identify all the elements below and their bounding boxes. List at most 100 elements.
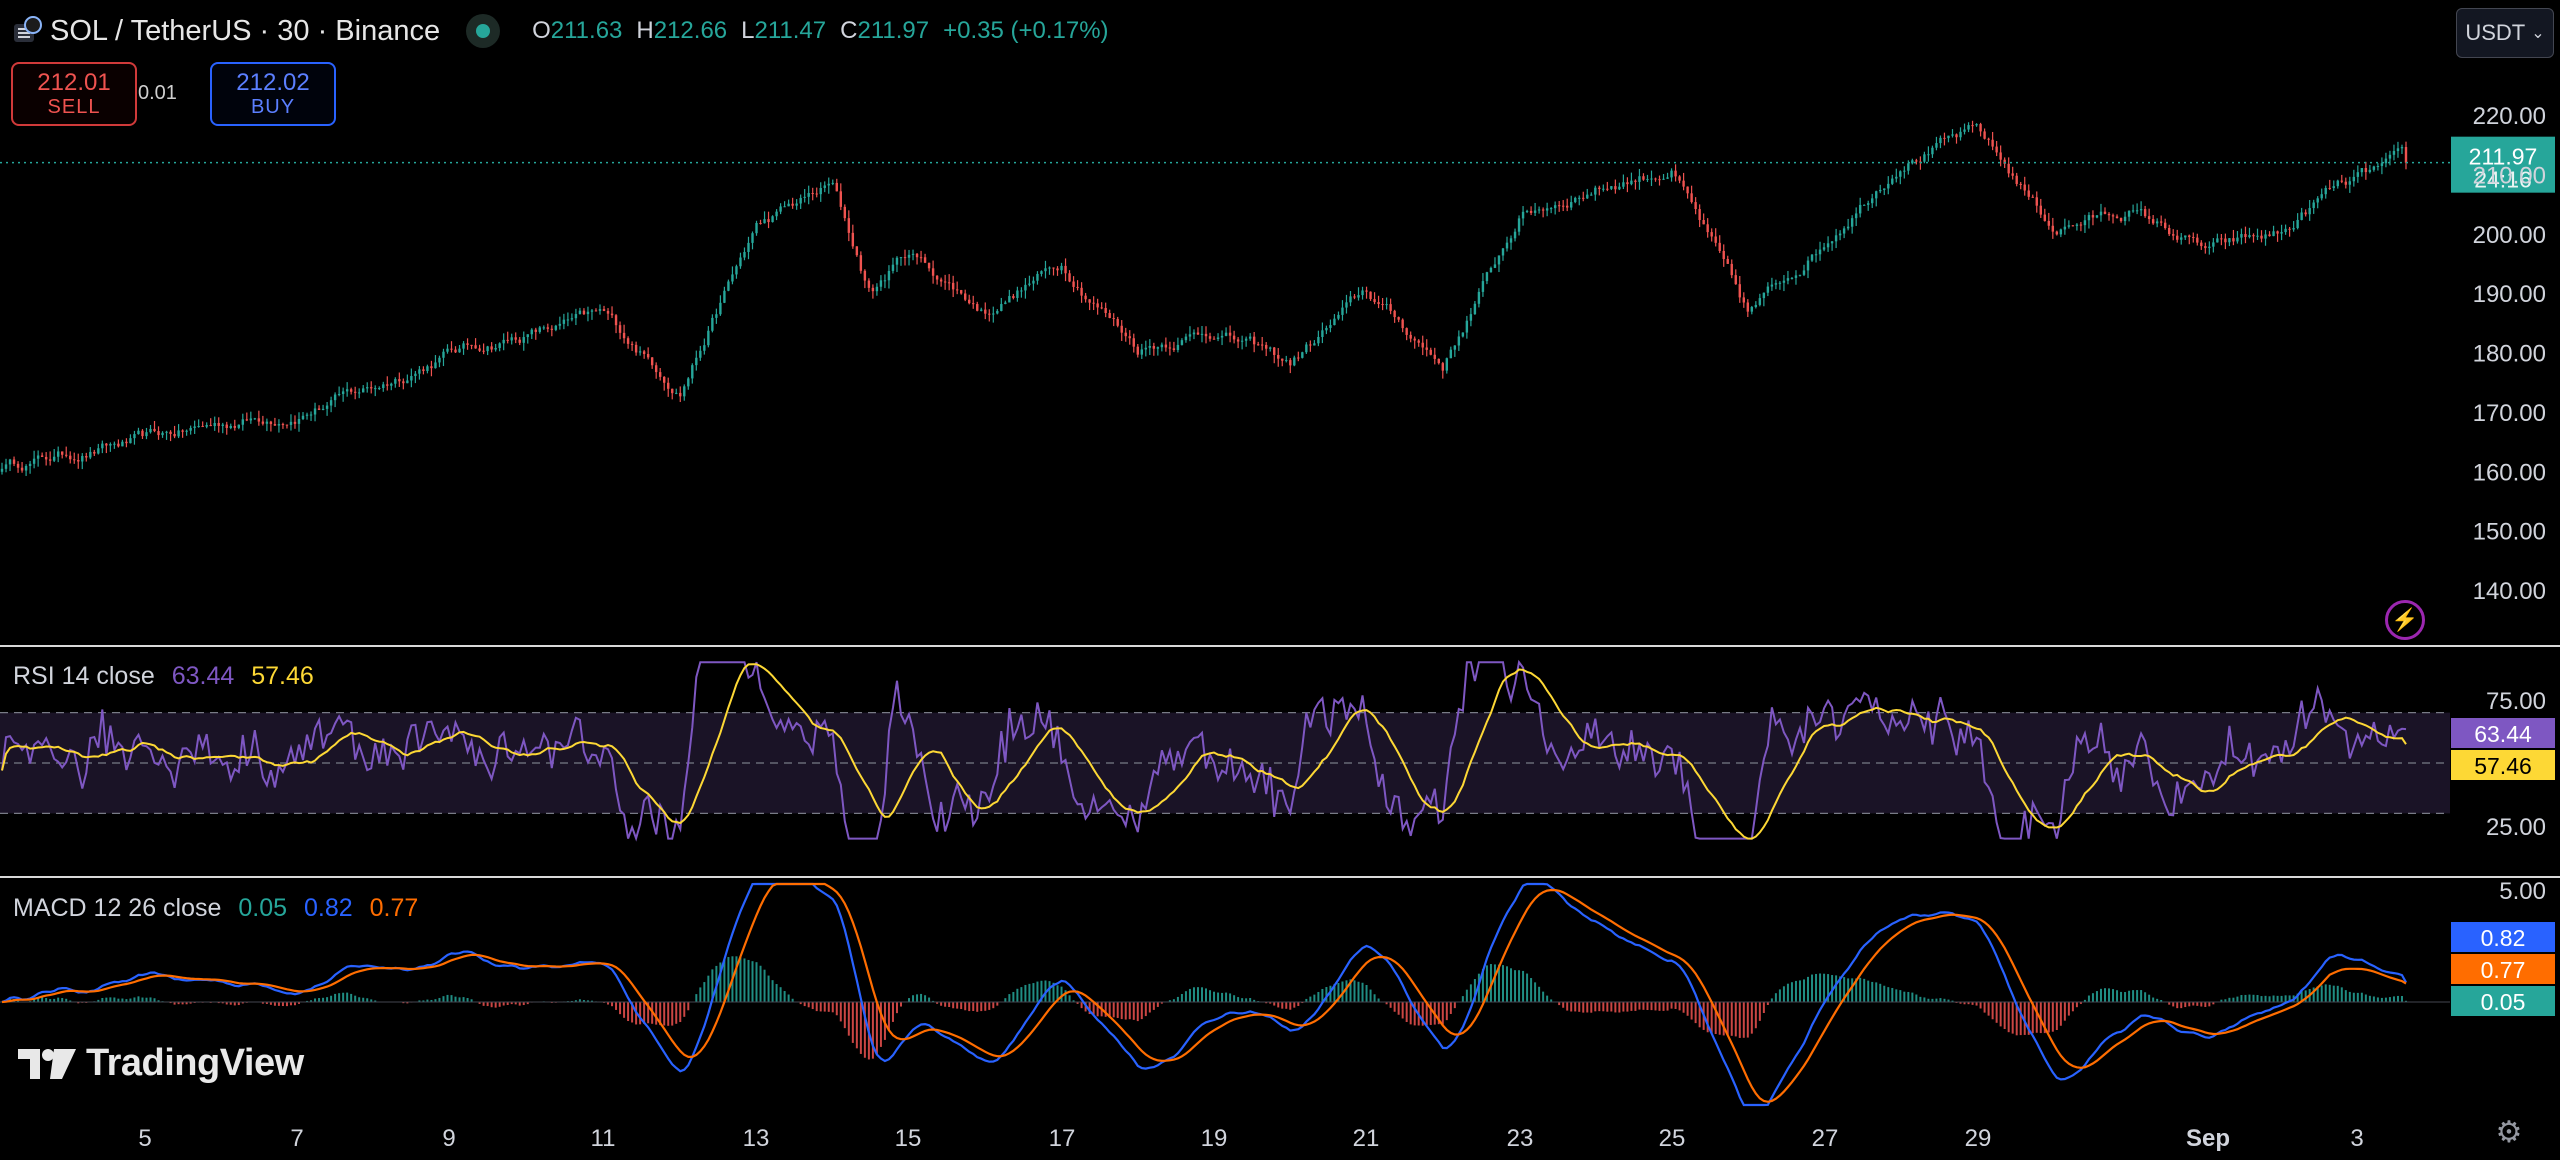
candle-body — [2019, 183, 2022, 185]
symbol-title[interactable]: SOL / TetherUS · 30 · Binance — [50, 14, 441, 47]
rsi-ma-line — [1, 663, 2407, 840]
candle-body — [622, 332, 626, 339]
candle-body — [2192, 237, 2195, 239]
tradingview-logo[interactable]: TradingView — [18, 1042, 304, 1085]
macd-legend[interactable]: MACD 12 26 close 0.05 0.82 0.77 — [13, 894, 428, 923]
candle-body — [1830, 241, 1834, 244]
candle-body — [201, 426, 204, 428]
candle-body — [1806, 260, 1810, 271]
candle-body — [438, 357, 441, 363]
candle-body — [1281, 358, 1284, 361]
y-tick-label: 140.00 — [2473, 578, 2546, 605]
candle-body — [1891, 178, 1894, 184]
lightning-icon[interactable]: ⚡ — [2385, 600, 2425, 640]
gear-icon[interactable]: ⚙ — [2495, 1115, 2523, 1149]
candle-body — [2135, 210, 2139, 212]
candle-body — [1489, 267, 1493, 273]
candle-body — [301, 415, 305, 419]
currency-selector[interactable]: USDT ⌄ — [2456, 8, 2554, 58]
candle-body — [1549, 208, 1553, 210]
candle-body — [1782, 280, 1786, 283]
candle-body — [2015, 175, 2018, 184]
candle-body — [1096, 303, 1099, 308]
buy-button[interactable]: 212.02 BUY — [210, 62, 336, 126]
candle-body — [1128, 336, 1131, 339]
candle-body — [1333, 318, 1336, 326]
candle-body — [2200, 242, 2203, 247]
x-tick-label: 11 — [591, 1125, 616, 1152]
candle-body — [562, 319, 566, 324]
candle-body — [510, 337, 513, 341]
candle-body — [1794, 275, 1798, 278]
candle-body — [1875, 191, 1878, 199]
candle-body — [1433, 354, 1436, 359]
candle-body — [1710, 232, 1713, 237]
candle-body — [1228, 332, 1232, 336]
candle-body — [1955, 134, 1958, 138]
candle-body — [345, 389, 349, 392]
candle-body — [1734, 275, 1737, 285]
candle-body — [618, 325, 622, 333]
candle-body — [1730, 263, 1733, 276]
candle-body — [506, 339, 509, 341]
candle-body — [663, 376, 666, 383]
candle-body — [1818, 249, 1822, 255]
candle-body — [1277, 354, 1280, 359]
candle-body — [2003, 159, 2006, 164]
candle-body — [137, 430, 140, 435]
candle-body — [253, 418, 257, 420]
candle-body — [675, 392, 678, 394]
y-tick-label: 150.00 — [2473, 519, 2546, 546]
candle-body — [40, 455, 44, 457]
candle-body — [2340, 180, 2343, 182]
candle-body — [1899, 171, 1902, 177]
candle-body — [2035, 197, 2038, 206]
candle-body — [353, 391, 357, 393]
candle-body — [1072, 281, 1075, 287]
candle-body — [1000, 304, 1003, 311]
candle-body — [181, 430, 184, 432]
market-status[interactable] — [466, 14, 501, 48]
candle-body — [955, 289, 959, 291]
candle-body — [2256, 235, 2259, 237]
candle-body — [273, 424, 277, 426]
candle-body — [129, 438, 132, 444]
candle-body — [2043, 214, 2046, 221]
candle-body — [1698, 209, 1701, 221]
candle-body — [1931, 147, 1934, 155]
candle-body — [1766, 286, 1770, 293]
candle-body — [1742, 297, 1745, 303]
candle-body — [2007, 163, 2010, 174]
candle-body — [2027, 190, 2030, 197]
candle-body — [1979, 124, 1982, 132]
candle-body — [357, 392, 361, 394]
candle-body — [988, 313, 991, 315]
sell-button[interactable]: 212.01 SELL — [11, 62, 137, 126]
candle-body — [1032, 280, 1035, 284]
candle-body — [1136, 346, 1139, 355]
candle-body — [923, 257, 927, 263]
candle-body — [650, 357, 654, 366]
candle-body — [2272, 231, 2275, 237]
candle-body — [145, 432, 148, 437]
x-tick-label: 21 — [1353, 1125, 1380, 1152]
open-value: 211.63 — [550, 17, 623, 44]
rsi-legend[interactable]: RSI 14 close 63.44 57.46 — [13, 662, 324, 691]
candle-body — [189, 427, 192, 431]
candle-body — [522, 337, 525, 343]
candle-body — [1586, 194, 1589, 199]
candle-body — [77, 460, 80, 462]
histogram-legend-value: 0.05 — [238, 894, 288, 922]
candle-body — [2071, 225, 2075, 227]
candle-body — [570, 318, 574, 320]
candle-body — [851, 232, 855, 247]
candle-body — [245, 419, 249, 421]
candle-body — [390, 383, 393, 386]
candle-body — [125, 441, 128, 444]
candle-body — [2159, 221, 2163, 223]
candle-body — [1409, 334, 1412, 339]
candle-body — [2039, 205, 2042, 215]
candle-body — [237, 424, 240, 428]
